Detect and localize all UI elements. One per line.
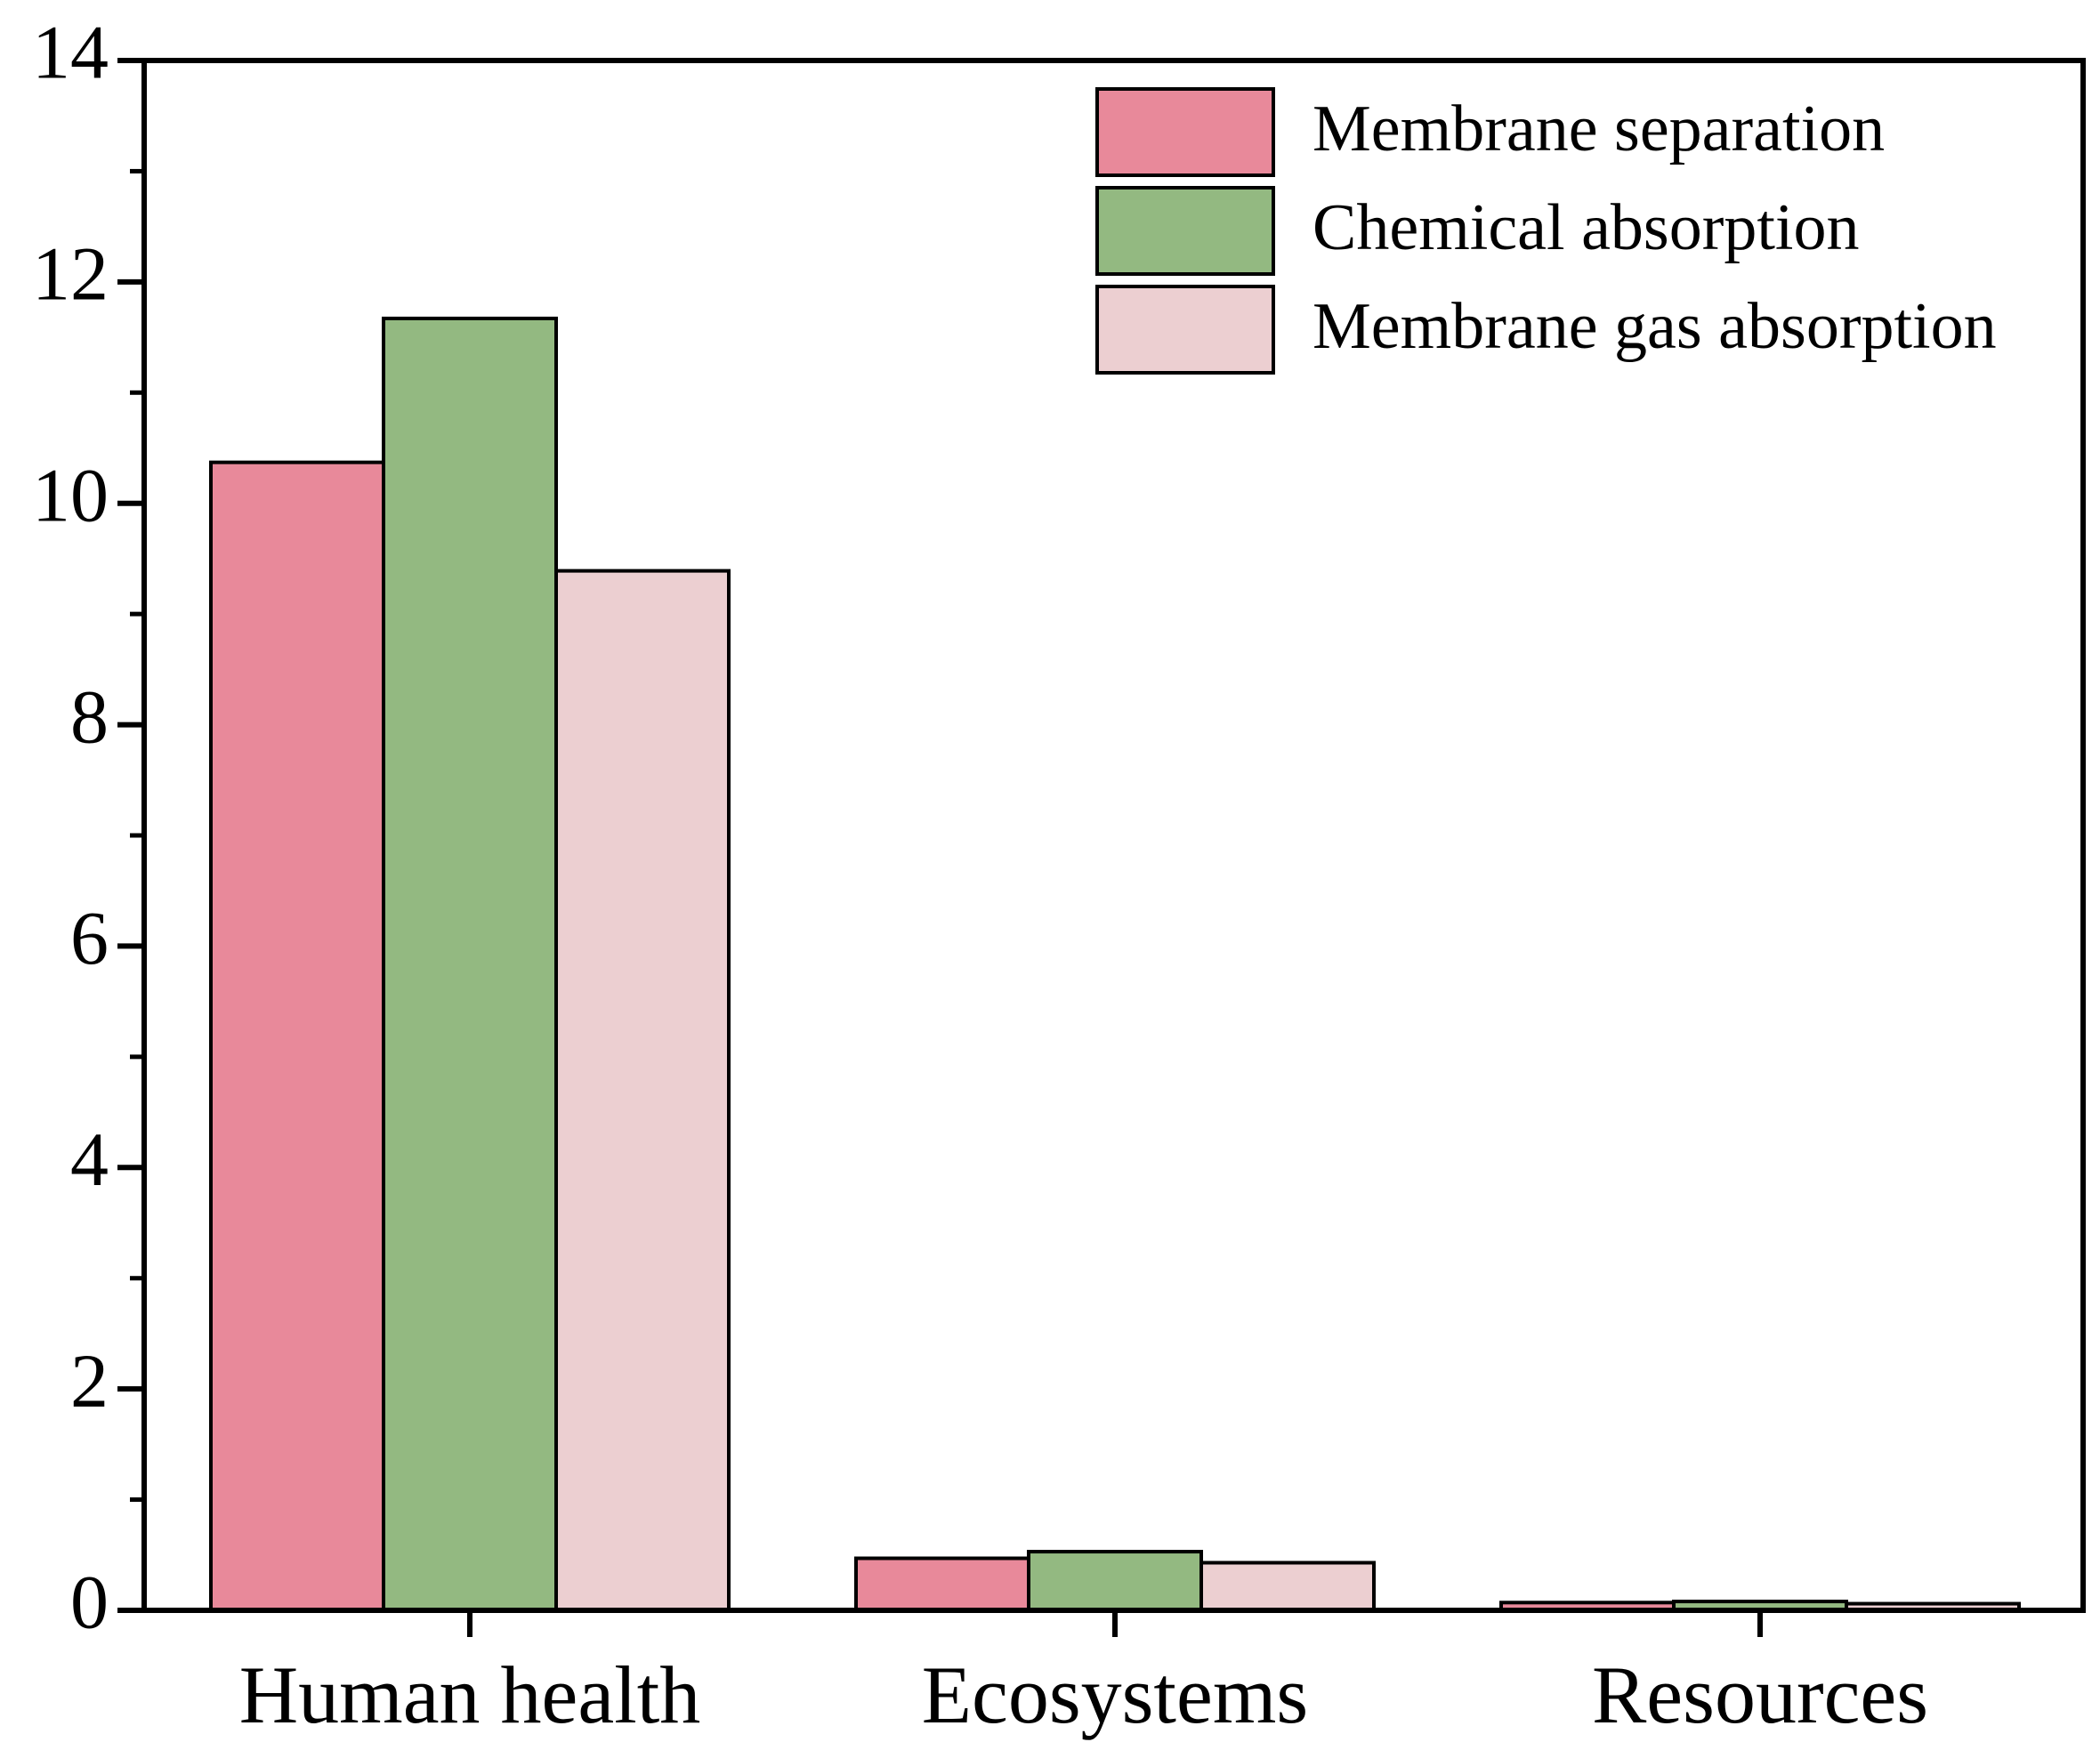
- legend-label: Chemical absorption: [1312, 191, 1859, 264]
- x-tick-label: Ecosystems: [922, 1649, 1308, 1740]
- bar: [382, 316, 558, 1612]
- legend-swatch: [1095, 186, 1275, 276]
- x-tick-label: Human health: [239, 1649, 701, 1740]
- y-tick-label: 10: [32, 452, 109, 537]
- bar: [854, 1556, 1030, 1612]
- y-tick-label: 4: [70, 1117, 109, 1202]
- y-tick-label: 14: [32, 10, 109, 95]
- bar: [209, 460, 385, 1613]
- y-tick-label: 8: [70, 673, 109, 759]
- y-tick-label: 6: [70, 895, 109, 980]
- y-tick-label: 2: [70, 1338, 109, 1423]
- plot-frame: [141, 58, 2086, 1613]
- x-tick-label: Resources: [1592, 1649, 1928, 1740]
- y-tick-label: 12: [32, 231, 109, 317]
- legend-swatch: [1095, 87, 1275, 177]
- bar: [1199, 1561, 1376, 1613]
- legend-label: Membrane separation: [1312, 93, 1885, 165]
- legend-swatch: [1095, 285, 1275, 375]
- legend-label: Membrane gas absorption: [1312, 290, 1997, 363]
- bar: [554, 569, 731, 1612]
- bar: [1027, 1550, 1203, 1612]
- y-tick-label: 0: [70, 1560, 109, 1645]
